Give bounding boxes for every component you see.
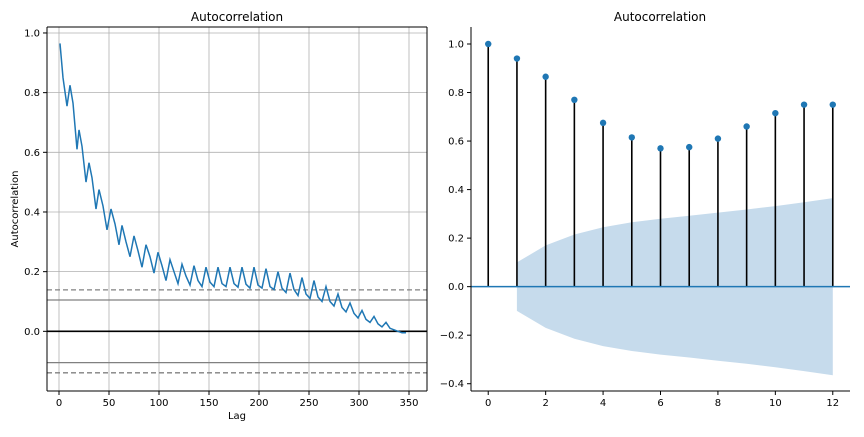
left-x-tick-label: 300 [349, 398, 368, 409]
left-x-tick-label: 250 [299, 398, 318, 409]
left-x-tick-label: 100 [149, 398, 168, 409]
acf-marker [800, 101, 808, 108]
acf-stem-plot-panel: Autocorrelation 0 2 4 6 8 10 12 −0.4 −0.2 0.0 0.2… [440, 10, 850, 409]
acf-marker [829, 101, 836, 108]
left-x-tick-label: 150 [199, 398, 218, 409]
left-y-tick-label: 0.2 [24, 267, 40, 278]
acf-marker [743, 123, 750, 130]
right-x-tick-label: 0 [485, 398, 491, 409]
acf-marker [686, 143, 693, 151]
right-y-tick-label: 0.6 [448, 137, 464, 148]
acf-marker [714, 135, 722, 142]
right-y-tick-label: −0.4 [440, 379, 464, 390]
acf-marker [657, 145, 664, 152]
acf-marker [772, 109, 779, 117]
right-x-ticks: 0 2 4 6 8 10 12 [485, 391, 839, 409]
acf-marker [571, 96, 578, 104]
right-x-tick-label: 6 [657, 398, 663, 409]
right-x-tick-label: 12 [826, 398, 839, 409]
autocorrelation-plot-panel: Autocorrelation 0 50 100 150 200 250 300 350 0.… [10, 10, 428, 422]
left-x-tick-label: 350 [399, 398, 418, 409]
acf-stems [487, 43, 834, 287]
right-y-ticks: −0.4 −0.2 0.0 0.2 0.4 0.6 0.8 1.0 [440, 39, 471, 390]
left-y-tick-label: 1.0 [24, 28, 40, 39]
right-y-tick-label: 0.0 [448, 282, 464, 293]
right-y-tick-label: 1.0 [448, 39, 464, 50]
right-y-tick-label: 0.4 [448, 185, 464, 196]
autocorrelation-series-line [59, 43, 406, 334]
right-x-tick-label: 8 [715, 398, 721, 409]
left-y-tick-label: 0.4 [24, 207, 40, 218]
right-y-tick-label: 0.8 [448, 88, 464, 99]
left-confidence-lines [47, 289, 427, 374]
acf-marker [599, 119, 607, 127]
right-y-tick-label: −0.2 [440, 331, 464, 342]
right-y-tick-label: 0.2 [448, 234, 464, 245]
left-y-axis-title: Autocorrelation [10, 171, 21, 248]
right-x-tick-label: 2 [542, 398, 548, 409]
right-x-tick-label: 4 [600, 398, 606, 409]
left-chart-title: Autocorrelation [191, 10, 283, 24]
left-y-tick-label: 0.6 [24, 148, 40, 159]
acf-marker [513, 55, 521, 62]
acf-marker [485, 40, 492, 48]
right-chart-title: Autocorrelation [614, 10, 706, 24]
left-x-tick-label: 50 [103, 398, 116, 409]
left-y-ticks: 0.0 0.2 0.4 0.6 0.8 1.0 [24, 28, 47, 338]
left-x-tick-label: 200 [249, 398, 268, 409]
acf-marker [628, 134, 635, 141]
acf-markers [485, 40, 836, 152]
acf-marker [542, 73, 549, 80]
right-x-tick-label: 10 [769, 398, 782, 409]
left-x-ticks: 0 50 100 150 200 250 300 350 [56, 391, 419, 409]
left-x-axis-title: Lag [228, 411, 246, 422]
left-y-tick-label: 0.8 [24, 88, 40, 99]
left-x-tick-label: 0 [56, 398, 62, 409]
left-y-tick-label: 0.0 [24, 327, 40, 338]
